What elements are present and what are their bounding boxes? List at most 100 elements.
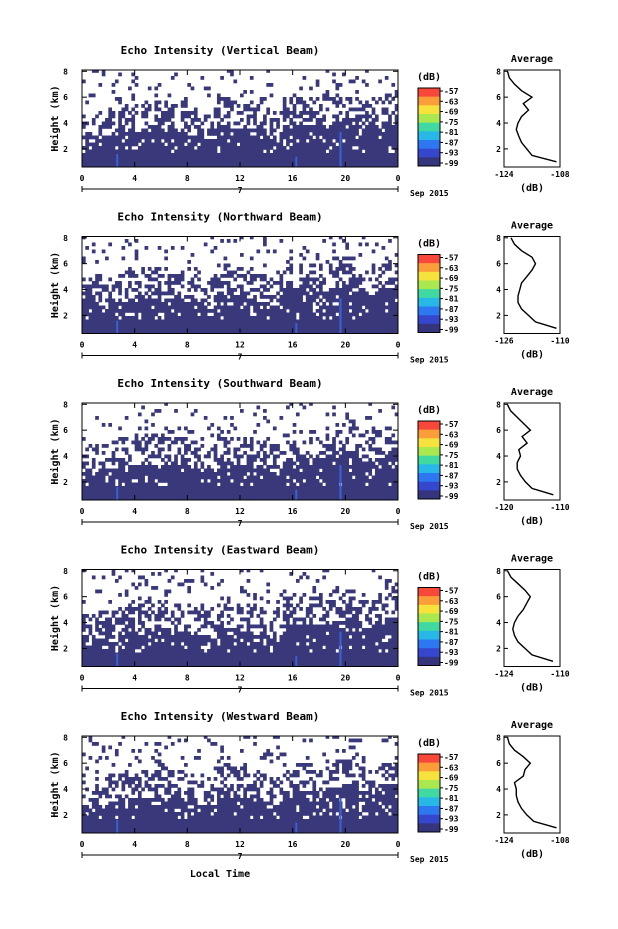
heatmap-cell [85,468,89,473]
heatmap-cell [282,163,287,168]
heatmap-cell [157,572,162,576]
heatmap-cell [164,156,168,161]
heatmap-cell [240,444,244,448]
heatmap-cell [358,277,363,282]
heatmap-cell [190,316,195,320]
heatmap-cell [180,475,185,480]
heatmap-cell [240,468,244,473]
heatmap-cell [161,489,165,494]
heatmap-cell [371,496,376,501]
heatmap-cell [216,153,221,157]
heatmap-cell [246,323,251,327]
heatmap-cell [180,440,185,445]
heatmap-cell [391,163,396,168]
heatmap-cell [207,163,211,168]
heatmap-cell [154,156,159,161]
heatmap-cell [137,284,142,289]
heatmap-cell [200,316,205,320]
heatmap-cell [328,291,333,296]
heatmap-cell [328,270,333,275]
heatmap-cell [230,493,234,497]
heatmap-cell [361,135,366,140]
heatmap-cell [184,163,188,168]
heatmap-cell [236,139,241,143]
heatmap-cell [101,482,106,487]
heatmap-cell [338,288,343,292]
heatmap-cell [368,403,373,406]
heatmap-cell [325,90,330,94]
heatmap-cell [394,270,399,275]
heatmap-cell [388,163,392,168]
heatmap-cell [157,454,162,459]
heatmap-cell [282,146,287,150]
heatmap-cell [200,649,205,653]
heatmap-cell [315,316,320,320]
heatmap-cell [105,617,109,622]
heatmap-cell [243,309,247,313]
heatmap-cell [164,281,168,285]
heatmap-cell [154,624,159,629]
heatmap-cell [184,153,188,157]
heatmap-cell [233,319,238,324]
heatmap-cell [365,298,369,303]
heatmap-cell [167,472,172,476]
heatmap-cell [134,76,139,80]
heatmap-cell [161,458,165,462]
heatmap-cell [144,493,149,497]
average-title: Average [511,387,553,398]
heatmap-cell [134,312,139,317]
heatmap-cell [203,638,208,643]
heatmap-cell [309,128,313,133]
heatmap-cell [190,86,195,91]
heatmap-cell [118,472,122,476]
heatmap-cell [101,70,106,73]
heatmap-cell [203,316,208,320]
heatmap-cell [141,132,145,136]
heatmap-cell [147,479,152,483]
heatmap-cell [345,330,350,334]
heatmap-cell [388,291,392,296]
heatmap-cell [121,274,126,278]
heatmap-cell [351,256,356,261]
heatmap-cell [213,156,218,161]
heatmap-cell [197,454,201,459]
heatmap-cell [315,149,320,154]
heatmap-cell [253,454,257,459]
x-tick-label: 20 [341,174,351,183]
heatmap-cell [114,440,119,445]
heatmap-cell [203,642,208,646]
heatmap-cell [101,163,106,168]
heatmap-cell [342,281,346,285]
heatmap-cell [220,319,224,324]
heatmap-cell [358,461,363,466]
heatmap-cell [134,652,139,657]
heatmap-cell [111,454,116,459]
heatmap-cell [256,149,261,154]
heatmap-cell [184,468,188,473]
heatmap-cell [351,79,356,84]
heatmap-cell [147,267,152,271]
heatmap-cell [161,472,165,476]
heatmap-cell [299,330,303,334]
heatmap-cell [243,468,247,473]
heatmap-cell [269,298,274,303]
heatmap-cell [187,111,192,115]
heatmap-cell [91,482,96,487]
heatmap-cell [299,489,303,494]
heatmap-cell [381,295,386,299]
heatmap-cell [226,323,231,327]
heatmap-cell [144,638,149,643]
heatmap-cell [108,486,113,490]
heatmap-cell [101,489,106,494]
heatmap-cell [348,97,353,101]
heatmap-cell [263,236,267,240]
heatmap-cell [141,111,145,115]
heatmap-cell [309,437,313,441]
heatmap-cell [111,479,116,483]
heatmap-cell [328,267,333,271]
heatmap-cell [88,298,93,303]
heatmap-cell [91,146,96,150]
heatmap-cell [358,281,363,285]
heatmap-cell [391,479,396,483]
heatmap-cell [282,309,287,313]
